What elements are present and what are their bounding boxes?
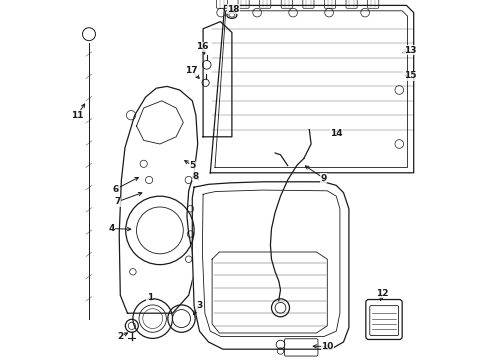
Text: 5: 5	[189, 161, 195, 170]
Text: 2: 2	[117, 332, 123, 341]
Text: 18: 18	[227, 4, 240, 13]
Text: 10: 10	[321, 342, 333, 351]
Text: 16: 16	[195, 42, 208, 51]
Text: 8: 8	[192, 172, 198, 181]
Text: 3: 3	[196, 302, 202, 310]
Polygon shape	[192, 182, 348, 349]
Text: 13: 13	[403, 46, 415, 55]
Text: 1: 1	[146, 292, 153, 302]
Text: 4: 4	[108, 224, 114, 233]
Text: 9: 9	[320, 174, 326, 183]
Polygon shape	[119, 86, 197, 313]
Polygon shape	[210, 5, 413, 173]
Text: 6: 6	[113, 184, 119, 194]
Text: 15: 15	[403, 71, 415, 80]
Text: 7: 7	[114, 197, 121, 206]
Text: 11: 11	[71, 111, 83, 120]
Polygon shape	[203, 22, 231, 137]
Text: 17: 17	[185, 66, 198, 75]
Text: 12: 12	[375, 289, 388, 298]
Text: 14: 14	[329, 129, 342, 138]
